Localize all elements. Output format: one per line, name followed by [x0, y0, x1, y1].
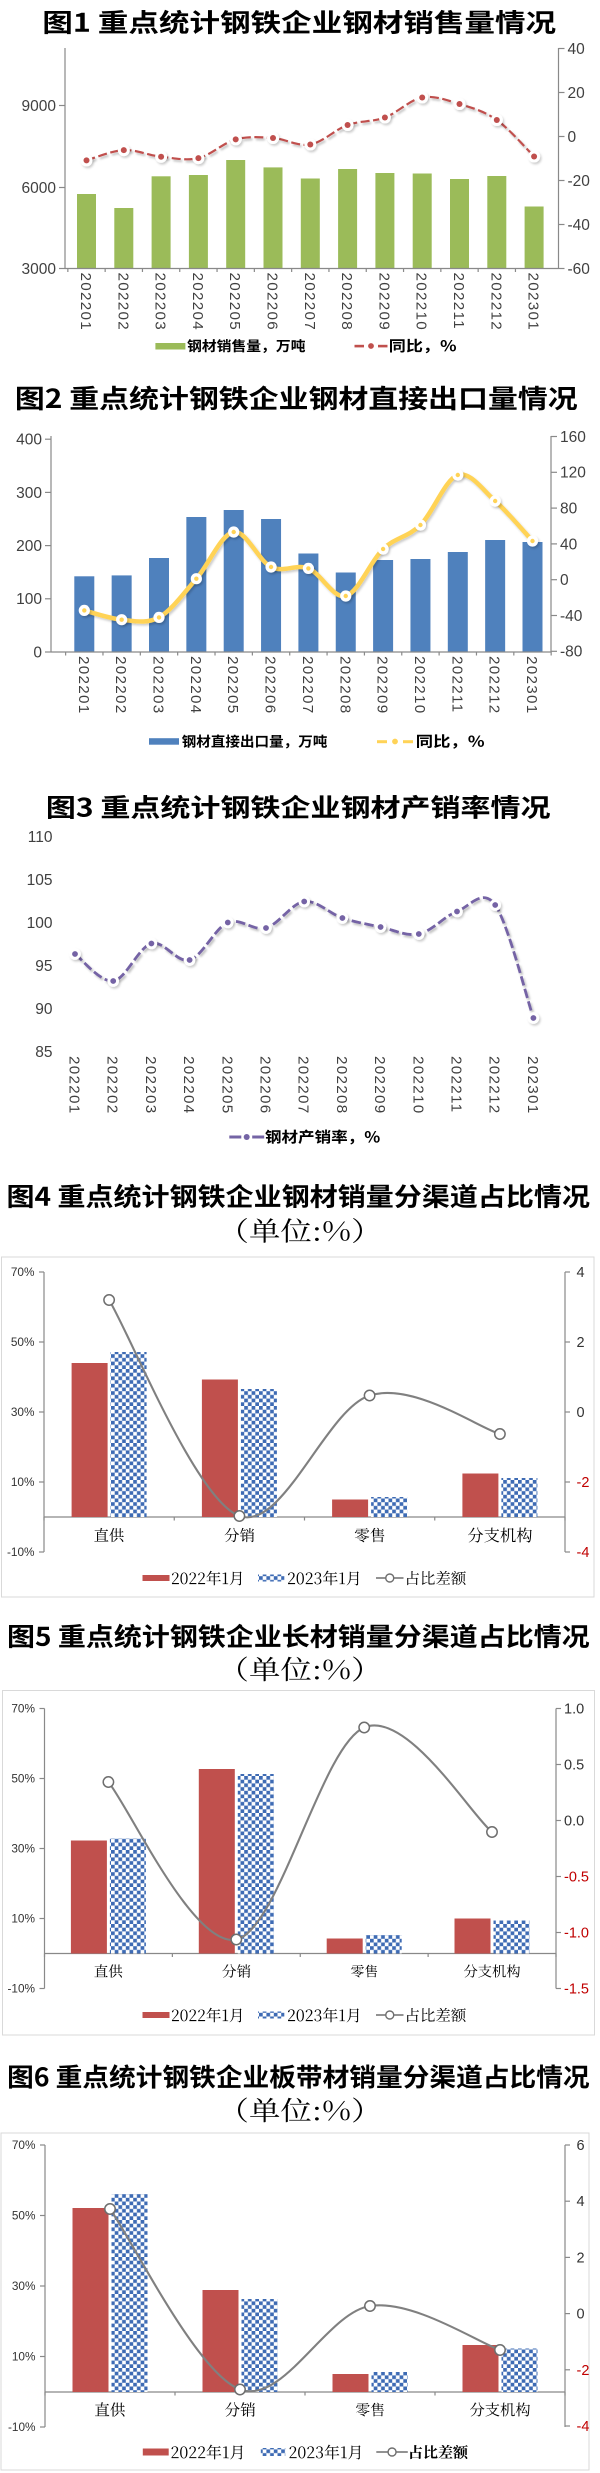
svg-text:50%: 50%	[11, 1335, 35, 1349]
svg-text:202210: 202210	[413, 273, 430, 331]
svg-text:3000: 3000	[22, 261, 57, 278]
svg-text:202204: 202204	[189, 273, 206, 331]
svg-text:202201: 202201	[75, 656, 92, 714]
svg-text:10%: 10%	[11, 1912, 35, 1926]
svg-text:4: 4	[577, 2194, 585, 2210]
svg-text:202205: 202205	[224, 656, 241, 714]
svg-text:-1.5: -1.5	[564, 1982, 589, 1998]
svg-text:202212: 202212	[486, 1056, 503, 1114]
svg-text:20: 20	[568, 85, 586, 102]
svg-text:2: 2	[577, 2250, 585, 2266]
svg-text:202207: 202207	[299, 656, 316, 714]
svg-text:202210: 202210	[411, 656, 428, 714]
svg-text:-40: -40	[560, 608, 583, 625]
svg-text:0.5: 0.5	[564, 1758, 584, 1774]
svg-text:1.0: 1.0	[564, 1702, 584, 1718]
svg-text:-4: -4	[577, 2419, 590, 2435]
svg-text:202206: 202206	[262, 656, 279, 714]
svg-text:202205: 202205	[226, 273, 243, 331]
svg-text:30%: 30%	[11, 1405, 35, 1419]
svg-text:0: 0	[577, 2307, 585, 2323]
svg-text:202301: 202301	[525, 273, 542, 331]
svg-text:202207: 202207	[301, 273, 318, 331]
svg-text:10%: 10%	[12, 2350, 36, 2364]
svg-text:202201: 202201	[77, 273, 94, 331]
svg-text:40: 40	[560, 536, 578, 553]
svg-text:2: 2	[577, 1335, 585, 1351]
svg-text:202301: 202301	[524, 1056, 541, 1114]
svg-text:202206: 202206	[264, 273, 281, 331]
svg-text:202201: 202201	[66, 1056, 83, 1114]
svg-text:202202: 202202	[104, 1056, 121, 1114]
svg-text:-20: -20	[568, 173, 591, 190]
svg-text:160: 160	[560, 429, 586, 446]
svg-text:202203: 202203	[152, 273, 169, 331]
svg-text:-10%: -10%	[8, 2420, 36, 2434]
svg-text:100: 100	[27, 915, 53, 932]
svg-text:202204: 202204	[180, 1056, 197, 1114]
svg-text:400: 400	[16, 432, 42, 449]
svg-text:202206: 202206	[257, 1056, 274, 1114]
svg-text:-4: -4	[577, 1545, 590, 1561]
svg-text:202211: 202211	[448, 1056, 465, 1113]
svg-text:70%: 70%	[12, 2138, 36, 2152]
svg-text:95: 95	[35, 958, 52, 975]
svg-text:202212: 202212	[486, 656, 503, 714]
svg-text:30%: 30%	[11, 1842, 35, 1856]
svg-text:120: 120	[560, 465, 586, 482]
svg-text:202208: 202208	[338, 273, 355, 331]
svg-text:70%: 70%	[11, 1265, 35, 1279]
svg-text:202212: 202212	[487, 273, 504, 331]
svg-text:0: 0	[560, 572, 569, 589]
svg-text:85: 85	[35, 1044, 52, 1061]
svg-text:202211: 202211	[450, 273, 467, 330]
svg-text:202301: 202301	[523, 656, 540, 714]
svg-text:202209: 202209	[371, 1056, 388, 1114]
svg-text:-10%: -10%	[7, 1982, 35, 1996]
svg-text:200: 200	[16, 538, 42, 555]
svg-text:202211: 202211	[448, 656, 465, 713]
svg-text:-10%: -10%	[7, 1545, 35, 1559]
svg-text:-2: -2	[577, 1475, 590, 1491]
svg-text:202209: 202209	[375, 273, 392, 331]
svg-text:0: 0	[577, 1405, 585, 1421]
svg-text:30%: 30%	[12, 2279, 36, 2293]
svg-text:50%: 50%	[11, 1772, 35, 1786]
svg-text:-0.5: -0.5	[564, 1870, 589, 1886]
svg-text:202210: 202210	[409, 1056, 426, 1114]
svg-text:4: 4	[577, 1265, 585, 1281]
svg-text:40: 40	[568, 41, 586, 58]
svg-text:202208: 202208	[336, 656, 353, 714]
svg-text:202202: 202202	[112, 656, 129, 714]
svg-text:50%: 50%	[12, 2209, 36, 2223]
svg-text:-60: -60	[568, 261, 591, 278]
svg-text:202208: 202208	[333, 1056, 350, 1114]
svg-text:202202: 202202	[114, 273, 131, 331]
svg-text:100: 100	[16, 591, 42, 608]
svg-text:6: 6	[577, 2138, 585, 2154]
svg-text:-1.0: -1.0	[564, 1926, 589, 1942]
svg-text:202204: 202204	[187, 656, 204, 714]
svg-text:0.0: 0.0	[564, 1814, 584, 1830]
svg-text:300: 300	[16, 485, 42, 502]
svg-text:-2: -2	[577, 2363, 590, 2379]
svg-text:0: 0	[33, 644, 42, 661]
svg-text:202203: 202203	[150, 656, 167, 714]
svg-text:202203: 202203	[142, 1056, 159, 1114]
svg-text:105: 105	[27, 872, 53, 889]
svg-text:6000: 6000	[22, 180, 57, 197]
svg-text:9000: 9000	[22, 98, 57, 115]
svg-text:202207: 202207	[295, 1056, 312, 1114]
svg-text:202209: 202209	[374, 656, 391, 714]
svg-text:90: 90	[35, 1001, 53, 1018]
svg-text:-40: -40	[568, 217, 591, 234]
svg-text:110: 110	[28, 829, 53, 846]
svg-text:0: 0	[568, 129, 577, 146]
svg-text:202205: 202205	[218, 1056, 235, 1114]
svg-text:10%: 10%	[11, 1475, 35, 1489]
svg-text:70%: 70%	[11, 1702, 35, 1716]
svg-text:80: 80	[560, 501, 578, 518]
svg-text:-80: -80	[560, 644, 583, 661]
